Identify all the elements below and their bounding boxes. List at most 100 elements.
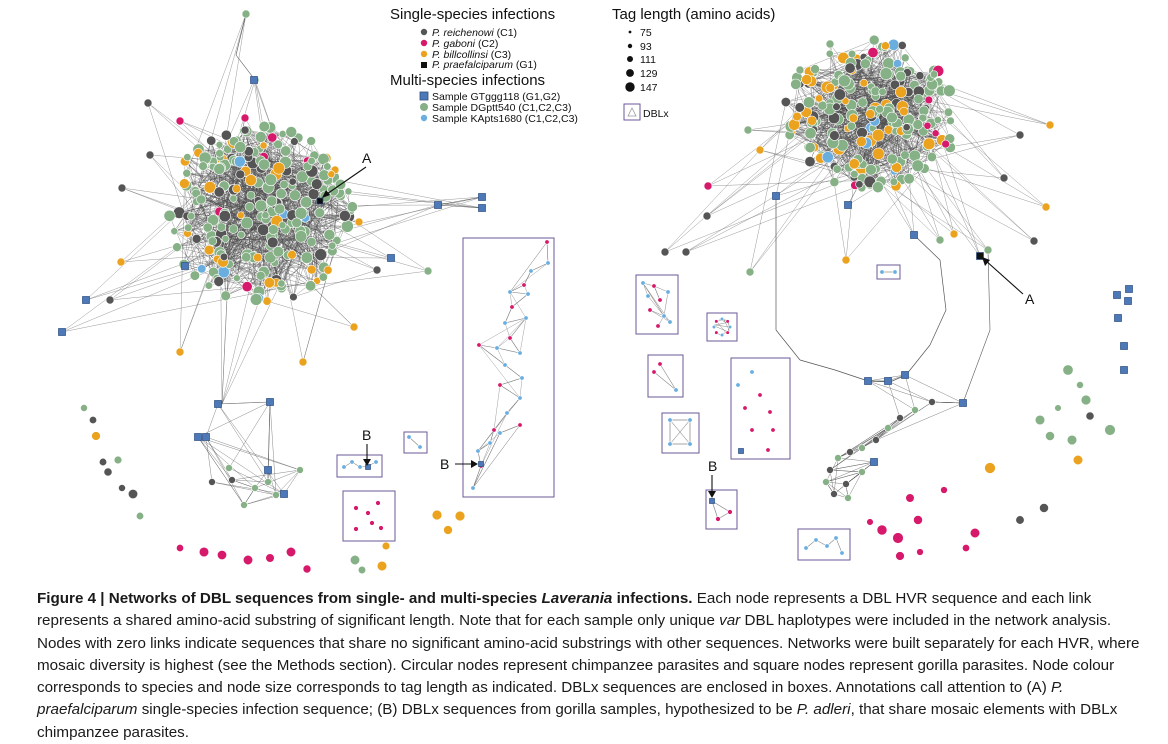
network-node-circle	[311, 179, 322, 190]
network-node-circle	[276, 188, 286, 198]
network-node-circle	[106, 296, 114, 304]
network-node-circle	[872, 182, 883, 193]
network-node-circle	[867, 519, 874, 526]
network-figure: Single-species infections P. reichenowi …	[0, 0, 1168, 586]
network-node-circle	[856, 181, 864, 189]
network-edge	[830, 470, 862, 472]
network-node-circle	[529, 269, 533, 273]
network-node-square	[195, 434, 202, 441]
network-edge	[940, 260, 946, 310]
network-node-circle	[289, 178, 296, 185]
legend-label: Sample KApts1680 (C1,C2,C3)	[432, 113, 578, 125]
legend-marker	[420, 103, 428, 111]
network-edge	[510, 338, 520, 353]
network-node-circle	[835, 455, 842, 462]
network-node-circle	[508, 290, 512, 294]
network-node-circle	[197, 265, 206, 274]
network-node-circle	[268, 225, 278, 235]
network-node-circle	[912, 407, 919, 414]
tag-length-75: 75	[629, 27, 652, 39]
network-node-square	[267, 399, 274, 406]
network-node-circle	[183, 169, 191, 177]
network-node-circle	[904, 173, 915, 184]
network-node-circle	[858, 98, 868, 108]
network-edge	[660, 364, 676, 390]
network-node-circle	[358, 566, 366, 574]
network-node-circle	[273, 246, 284, 257]
network-node-circle	[847, 449, 854, 456]
network-node-circle	[758, 393, 762, 397]
network-node-circle	[859, 469, 866, 476]
network-node-circle	[903, 124, 910, 131]
network-node-circle	[315, 208, 325, 218]
network-node-circle	[810, 65, 819, 74]
network-node-circle	[884, 125, 893, 134]
network-node-square	[911, 232, 918, 239]
network-node-square	[265, 467, 272, 474]
tag-label: 147	[640, 82, 658, 94]
network-edge	[510, 263, 548, 292]
network-node-circle	[648, 308, 652, 312]
network-node-circle	[830, 131, 840, 141]
network-node-square	[366, 465, 371, 470]
dblx-box	[731, 358, 790, 459]
network-node-circle	[1045, 431, 1054, 440]
network-node-circle	[860, 59, 870, 69]
network-node-circle	[258, 159, 269, 170]
svg-text:P. praefalciparum (G1): P. praefalciparum (G1)	[432, 59, 537, 71]
network-node-circle	[840, 551, 844, 555]
network-node-circle	[99, 458, 106, 465]
network-node-circle	[209, 479, 216, 486]
network-node-circle	[328, 171, 335, 178]
annotation-b-left: B	[362, 427, 371, 443]
network-edge	[507, 398, 520, 413]
network-node-circle	[324, 163, 332, 171]
network-node-square	[1121, 343, 1128, 350]
network-node-circle	[286, 547, 295, 556]
network-node-circle	[934, 116, 941, 123]
network-node-circle	[856, 137, 866, 147]
network-node-circle	[328, 242, 336, 250]
network-node-circle	[455, 511, 465, 521]
network-edge	[206, 437, 232, 480]
network-node-circle	[350, 555, 359, 564]
network-node-circle	[822, 151, 833, 162]
network-node-circle	[508, 336, 512, 340]
network-node-square	[865, 378, 872, 385]
network-node-circle	[207, 136, 216, 145]
network-node-circle	[118, 184, 126, 192]
network-edge	[236, 14, 246, 55]
network-node-circle	[912, 160, 924, 172]
network-node-circle	[243, 555, 252, 564]
network-node-circle	[307, 265, 316, 274]
network-node-circle	[944, 108, 953, 117]
network-node-circle	[300, 197, 311, 208]
network-edge	[62, 255, 247, 332]
dblx-box	[662, 413, 699, 453]
network-edge	[834, 458, 838, 494]
network-node-circle	[720, 317, 724, 321]
network-node-circle	[217, 223, 226, 232]
network-node-circle	[901, 151, 910, 160]
network-node-circle	[736, 383, 740, 387]
network-node-circle	[873, 148, 885, 160]
network-node-circle	[339, 210, 350, 221]
network-node-circle	[290, 293, 298, 301]
network-node-square	[435, 202, 442, 209]
network-edge	[512, 294, 528, 307]
network-node-circle	[845, 63, 856, 74]
network-node-circle	[746, 268, 754, 276]
network-node-circle	[136, 512, 143, 519]
network-nodes	[59, 10, 1133, 574]
network-edge	[888, 381, 932, 402]
legend-marker	[420, 92, 428, 100]
network-node-circle	[216, 149, 224, 157]
network-node-circle	[342, 465, 346, 469]
tag-marker	[629, 31, 632, 34]
network-node-circle	[477, 343, 481, 347]
network-node-circle	[203, 223, 212, 232]
network-node-circle	[887, 112, 898, 123]
legend-marker	[421, 29, 427, 35]
network-node-circle	[179, 179, 189, 189]
network-edge	[479, 345, 497, 348]
